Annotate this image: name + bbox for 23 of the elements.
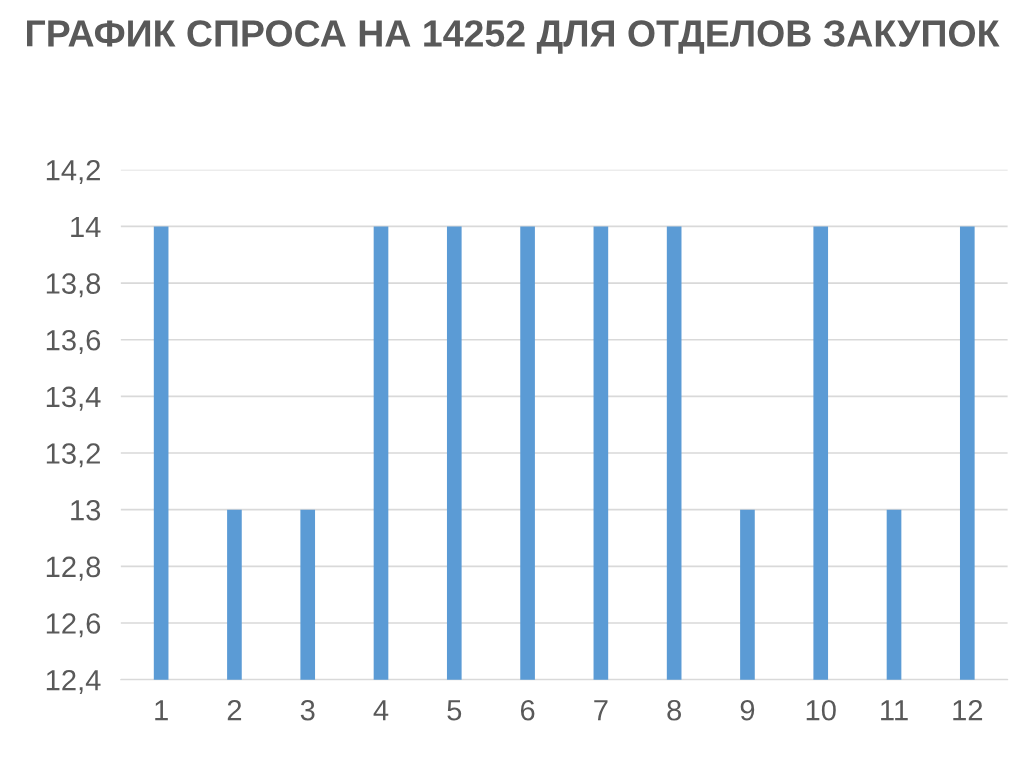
x-tick-label: 1 bbox=[155, 700, 168, 721]
x-tick-label: 6 bbox=[520, 699, 535, 721]
y-tick-label: 12,4 bbox=[46, 669, 101, 694]
y-tick-label: 13,8 bbox=[46, 273, 101, 298]
chart-title: ГРАФИК СПРОСА НА 14252 ДЛЯ ОТДЕЛОВ ЗАКУПОК bbox=[27, 20, 1000, 54]
x-tick-label: 4 bbox=[373, 700, 389, 721]
x-tick-label: 5 bbox=[447, 700, 462, 721]
x-tick-label: 10 bbox=[806, 699, 836, 721]
y-tick-label: 12,8 bbox=[46, 556, 101, 581]
y-tick-label: 13,4 bbox=[46, 386, 101, 411]
y-tick-label: 14,2 bbox=[46, 159, 100, 185]
x-tick-label: 2 bbox=[227, 699, 242, 721]
x-tick-label: 9 bbox=[740, 699, 755, 721]
x-tick-label: 12 bbox=[953, 699, 983, 721]
x-tick-label: 8 bbox=[667, 699, 681, 721]
x-tick-label: 3 bbox=[300, 699, 315, 721]
y-tick-label: 13,2 bbox=[46, 443, 100, 468]
x-tick-label: 11 bbox=[881, 700, 908, 721]
y-tick-label: 13,6 bbox=[46, 329, 101, 355]
x-tick-label: 7 bbox=[594, 700, 608, 721]
y-tick-label: 13 bbox=[71, 499, 101, 521]
y-tick-label: 14 bbox=[71, 216, 101, 237]
y-tick-label: 12,6 bbox=[46, 613, 101, 638]
